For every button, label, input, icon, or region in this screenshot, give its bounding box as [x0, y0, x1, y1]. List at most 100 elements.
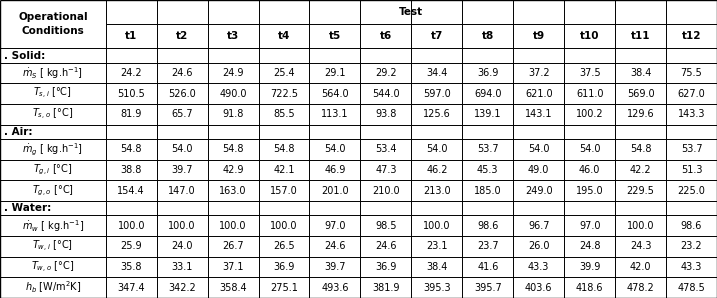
Text: 26.7: 26.7: [222, 241, 244, 251]
Text: 100.0: 100.0: [118, 221, 145, 231]
Text: 569.0: 569.0: [627, 89, 655, 99]
Text: 38.4: 38.4: [426, 262, 447, 272]
Text: 96.7: 96.7: [528, 221, 549, 231]
Text: $\dot{m}_g$ [ kg.h$^{-1}$]: $\dot{m}_g$ [ kg.h$^{-1}$]: [22, 141, 83, 158]
Text: 275.1: 275.1: [270, 283, 298, 293]
Text: 125.6: 125.6: [423, 109, 451, 119]
Text: 143.3: 143.3: [678, 109, 706, 119]
Text: 143.1: 143.1: [525, 109, 553, 119]
Text: 478.2: 478.2: [627, 283, 655, 293]
Text: 24.3: 24.3: [630, 241, 651, 251]
Text: 229.5: 229.5: [627, 186, 655, 196]
Text: 36.9: 36.9: [375, 262, 397, 272]
Text: t3: t3: [227, 31, 239, 41]
Text: 694.0: 694.0: [474, 89, 501, 99]
Text: 24.0: 24.0: [171, 241, 193, 251]
Text: 213.0: 213.0: [423, 186, 451, 196]
Text: 24.9: 24.9: [222, 68, 244, 78]
Text: 627.0: 627.0: [678, 89, 706, 99]
Text: 37.1: 37.1: [222, 262, 244, 272]
Text: Test: Test: [399, 7, 424, 17]
Text: 249.0: 249.0: [525, 186, 553, 196]
Text: 23.7: 23.7: [477, 241, 498, 251]
Text: 722.5: 722.5: [270, 89, 298, 99]
Text: 23.1: 23.1: [426, 241, 447, 251]
Text: 23.2: 23.2: [680, 241, 703, 251]
Text: 34.4: 34.4: [426, 68, 447, 78]
Text: 54.0: 54.0: [324, 145, 346, 154]
Text: 43.3: 43.3: [528, 262, 549, 272]
Text: 54.0: 54.0: [171, 145, 193, 154]
Text: 42.0: 42.0: [630, 262, 651, 272]
Text: 100.0: 100.0: [219, 221, 247, 231]
Text: 113.1: 113.1: [321, 109, 348, 119]
Text: t12: t12: [682, 31, 701, 41]
Text: 544.0: 544.0: [372, 89, 399, 99]
Text: . Water:: . Water:: [4, 203, 51, 213]
Text: $T_{w,o}$ [°C]: $T_{w,o}$ [°C]: [32, 260, 75, 274]
Text: t6: t6: [380, 31, 392, 41]
Text: 597.0: 597.0: [423, 89, 451, 99]
Text: 24.6: 24.6: [171, 68, 193, 78]
Text: 38.4: 38.4: [630, 68, 651, 78]
Text: t5: t5: [329, 31, 341, 41]
Text: 100.0: 100.0: [423, 221, 450, 231]
Text: $T_{g,o}$ [°C]: $T_{g,o}$ [°C]: [32, 184, 74, 198]
Text: 395.3: 395.3: [423, 283, 451, 293]
Text: 418.6: 418.6: [576, 283, 604, 293]
Text: $\dot{m}_S$ [ kg.h$^{-1}$]: $\dot{m}_S$ [ kg.h$^{-1}$]: [22, 65, 83, 81]
Text: 510.5: 510.5: [118, 89, 145, 99]
Text: 36.9: 36.9: [273, 262, 295, 272]
Text: 39.9: 39.9: [579, 262, 600, 272]
Text: 98.5: 98.5: [375, 221, 397, 231]
Text: 42.9: 42.9: [222, 165, 244, 175]
Text: 185.0: 185.0: [474, 186, 502, 196]
Text: 98.6: 98.6: [681, 221, 702, 231]
Text: $T_{g,i}$ [°C]: $T_{g,i}$ [°C]: [33, 163, 72, 177]
Text: 493.6: 493.6: [321, 283, 348, 293]
Text: $h_b$ [W/m$^2$K]: $h_b$ [W/m$^2$K]: [24, 280, 81, 296]
Text: t2: t2: [176, 31, 189, 41]
Text: 54.8: 54.8: [222, 145, 244, 154]
Text: 526.0: 526.0: [168, 89, 196, 99]
Text: 41.6: 41.6: [477, 262, 498, 272]
Text: 139.1: 139.1: [474, 109, 501, 119]
Text: 35.8: 35.8: [120, 262, 142, 272]
Text: 395.7: 395.7: [474, 283, 502, 293]
Text: 163.0: 163.0: [219, 186, 247, 196]
Text: 98.6: 98.6: [477, 221, 498, 231]
Text: 24.2: 24.2: [120, 68, 142, 78]
Text: 347.4: 347.4: [118, 283, 145, 293]
Text: 46.2: 46.2: [426, 165, 447, 175]
Text: 403.6: 403.6: [525, 283, 553, 293]
Text: 51.3: 51.3: [680, 165, 702, 175]
Text: Operational
Conditions: Operational Conditions: [18, 12, 87, 36]
Text: 93.8: 93.8: [375, 109, 397, 119]
Text: 100.0: 100.0: [168, 221, 196, 231]
Text: 490.0: 490.0: [219, 89, 247, 99]
Text: 54.0: 54.0: [528, 145, 549, 154]
Text: t9: t9: [533, 31, 545, 41]
Text: 54.8: 54.8: [120, 145, 142, 154]
Text: 45.3: 45.3: [477, 165, 498, 175]
Text: 33.1: 33.1: [171, 262, 193, 272]
Text: 342.2: 342.2: [168, 283, 196, 293]
Text: 154.4: 154.4: [118, 186, 145, 196]
Text: 39.7: 39.7: [324, 262, 346, 272]
Text: 147.0: 147.0: [168, 186, 196, 196]
Text: 26.5: 26.5: [273, 241, 295, 251]
Text: t8: t8: [482, 31, 494, 41]
Text: $T_{w,i}$ [°C]: $T_{w,i}$ [°C]: [32, 239, 73, 254]
Text: t10: t10: [580, 31, 599, 41]
Text: $\dot{m}_w$ [ kg.h$^{-1}$]: $\dot{m}_w$ [ kg.h$^{-1}$]: [22, 218, 84, 234]
Text: 157.0: 157.0: [270, 186, 298, 196]
Text: 97.0: 97.0: [324, 221, 346, 231]
Text: 25.9: 25.9: [120, 241, 142, 251]
Text: . Air:: . Air:: [4, 127, 32, 137]
Text: 478.5: 478.5: [678, 283, 706, 293]
Text: 81.9: 81.9: [120, 109, 142, 119]
Text: 85.5: 85.5: [273, 109, 295, 119]
Text: 54.0: 54.0: [426, 145, 447, 154]
Text: 54.8: 54.8: [630, 145, 651, 154]
Text: 36.9: 36.9: [477, 68, 498, 78]
